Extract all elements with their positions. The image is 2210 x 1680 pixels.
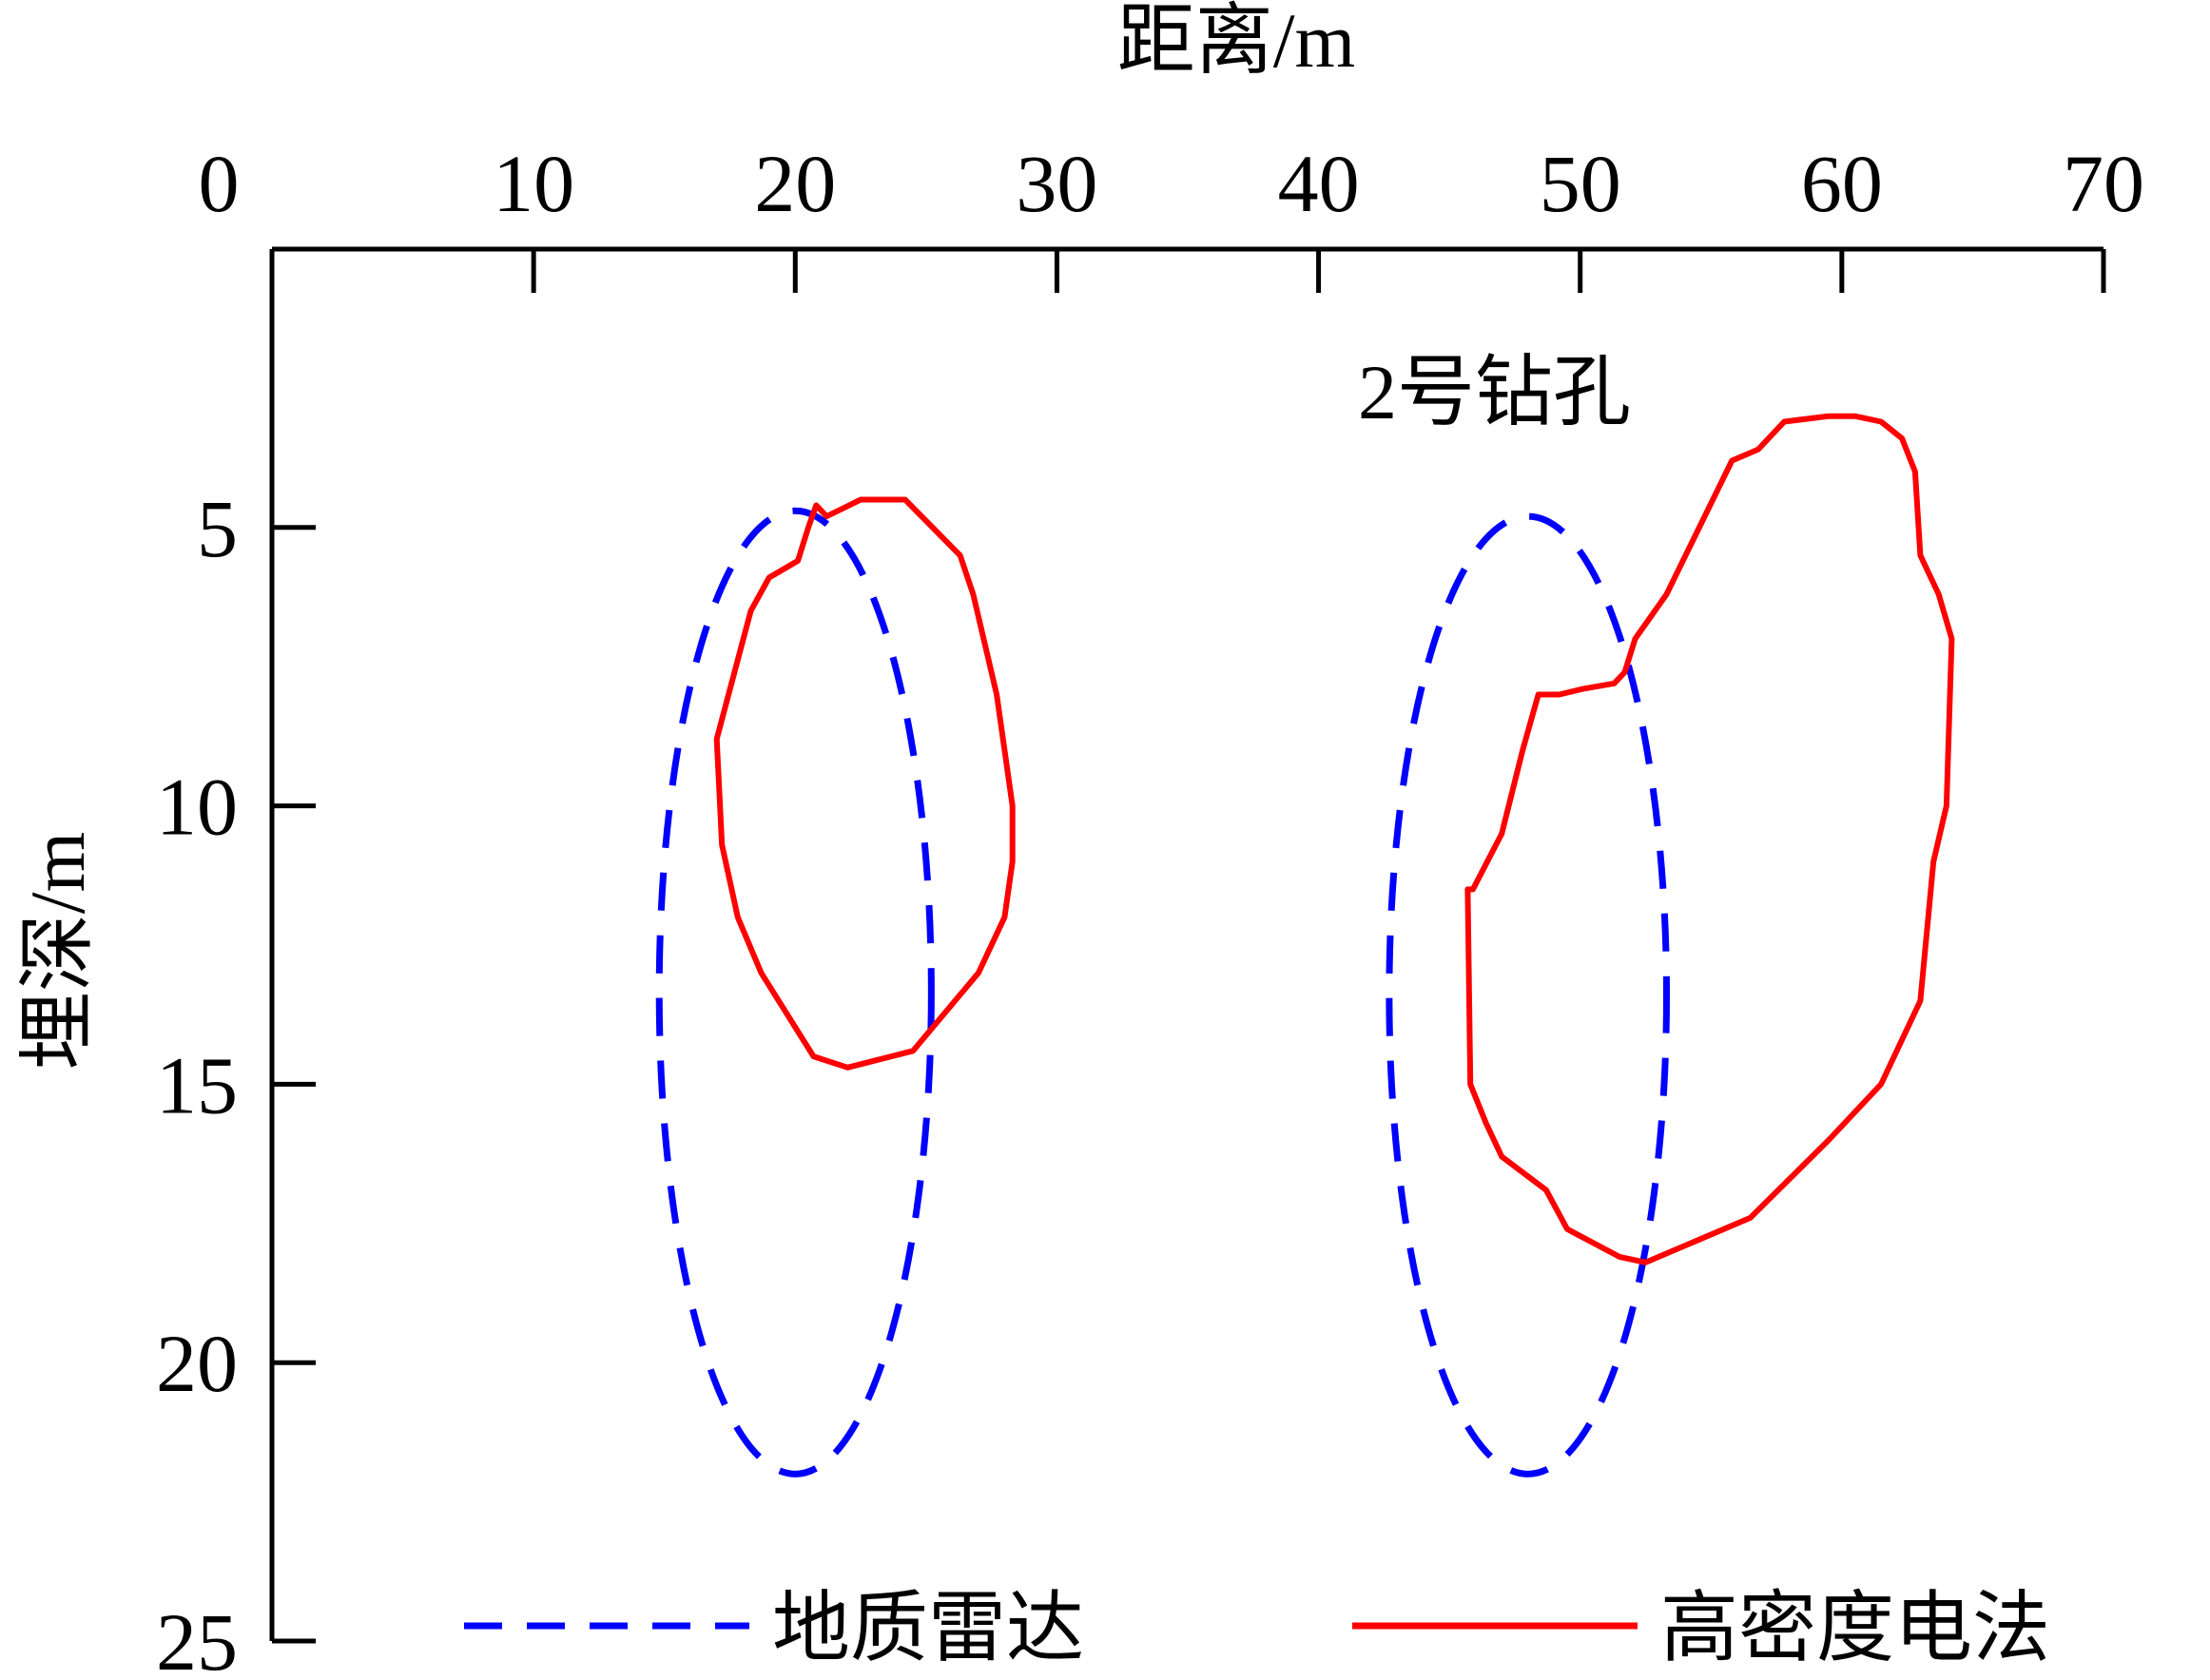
- y-axis-label: 埋深/m: [14, 832, 101, 1071]
- legend-label-ert: 高密度电法: [1660, 1585, 2050, 1671]
- y-axis-ticks: 5 10 15 20 25: [156, 483, 316, 1680]
- y-tick-label: 5: [197, 483, 238, 574]
- x-tick-label: 70: [2063, 138, 2144, 229]
- ert-anomaly-outline-2: [1464, 413, 1955, 1265]
- x-tick-label: 50: [1540, 138, 1621, 229]
- x-tick-label: 60: [1801, 138, 1883, 229]
- y-tick-label: 25: [156, 1596, 238, 1680]
- x-axis-ticks: 0 10 20 30 40 50 60 70: [199, 138, 2144, 293]
- x-tick-label: 0: [199, 138, 240, 229]
- y-tick-label: 10: [156, 762, 238, 853]
- legend: 地质雷达 高密度电法: [464, 1585, 2050, 1671]
- gpr-anomaly-ellipse-2: [1386, 512, 1671, 1477]
- x-tick-label: 30: [1016, 138, 1097, 229]
- x-tick-label: 40: [1278, 138, 1360, 229]
- legend-label-gpr: 地质雷达: [772, 1585, 1084, 1671]
- plot-series: [655, 413, 1955, 1477]
- x-tick-label: 10: [493, 138, 574, 229]
- x-axis-label: 距离/m: [1117, 0, 1356, 84]
- x-tick-label: 20: [754, 138, 836, 229]
- y-tick-label: 20: [156, 1318, 238, 1409]
- y-tick-label: 15: [156, 1039, 238, 1130]
- gpr-anomaly-ellipse-1: [655, 507, 935, 1477]
- annotation-borehole-2: 2号钻孔: [1358, 349, 1631, 435]
- ert-anomaly-outline-1: [713, 496, 1016, 1071]
